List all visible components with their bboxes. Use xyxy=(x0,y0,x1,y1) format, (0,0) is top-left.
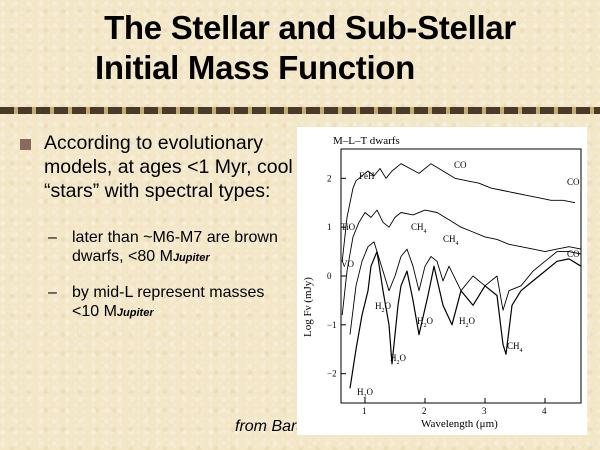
co-label-right-bottom: CO xyxy=(567,249,580,259)
vo-label: VO xyxy=(341,259,354,269)
ch4-text: CH xyxy=(411,222,424,232)
h2o-text: H xyxy=(459,316,466,326)
y-tick-label: −1 xyxy=(327,320,337,330)
spectrum-line-4 xyxy=(349,250,582,389)
h2o-o: O xyxy=(385,301,392,311)
h2o-o: O xyxy=(400,353,407,363)
h2o-o: O xyxy=(469,316,476,326)
title-line-2: Initial Mass Function xyxy=(94,49,416,86)
co-label-right-top: CO xyxy=(567,177,580,187)
ch4-label-2: CH4 xyxy=(443,234,459,247)
ch4-subscript: 4 xyxy=(424,229,427,235)
h2o-label-3: H2O xyxy=(459,316,476,329)
h2o-label-1: H2O xyxy=(375,301,392,314)
h2o-subscript: 2 xyxy=(424,323,427,329)
y-axis-label: Log Fν (mJy) xyxy=(302,277,314,337)
h2o-text: H xyxy=(417,316,424,326)
co-label-top: CO xyxy=(454,160,467,170)
y-tick-label: 2 xyxy=(327,173,332,183)
sub-bullet-1-text: later than ~M6-M7 are brown dwarfs, <80 … xyxy=(72,229,278,265)
h2o-subscript: 2 xyxy=(466,323,469,329)
x-tick-label: 3 xyxy=(482,406,487,416)
title-divider xyxy=(0,107,600,114)
h2o-subscript: 2 xyxy=(382,308,385,314)
spectra-figure: M–L–T dwarfs 2 1 0 −1 −2 1 2 3 4 Log Fν (mJy) W… xyxy=(297,127,587,435)
dash-icon: – xyxy=(48,284,57,301)
spectrum-line-2 xyxy=(341,209,582,316)
bullet-text: According to evolutionary models, at age… xyxy=(44,132,293,202)
feh-label: FeH xyxy=(359,171,375,181)
h2o-o: O xyxy=(367,387,374,397)
title-line-1: The Stellar and Sub-Stellar xyxy=(104,9,516,46)
jupiter-subscript: Jupiter xyxy=(116,307,154,319)
spectra-chart: M–L–T dwarfs 2 1 0 −1 −2 1 2 3 4 Log Fν (mJy) W… xyxy=(302,135,582,430)
figure-title: M–L–T dwarfs xyxy=(333,135,400,147)
ch4-text: CH xyxy=(507,341,520,351)
h2o-label-4: H2O xyxy=(390,353,407,366)
h2o-text: H xyxy=(390,353,397,363)
plot-frame xyxy=(340,148,582,404)
h2o-label-5: H2O xyxy=(357,387,374,400)
h2o-label-2: H2O xyxy=(417,316,434,329)
spectrum-line-3 xyxy=(349,241,582,335)
y-tick-label: 0 xyxy=(327,271,332,281)
x-tick-label: 4 xyxy=(542,406,547,416)
tio-label: TiO xyxy=(341,222,356,232)
ch4-subscript: 4 xyxy=(456,241,459,247)
x-ticks: 1 2 3 4 xyxy=(362,398,547,416)
ch4-text: CH xyxy=(443,234,456,244)
y-ticks: 2 1 0 −1 −2 xyxy=(327,173,346,379)
h2o-subscript: 2 xyxy=(397,360,400,366)
dash-icon: – xyxy=(48,229,57,246)
y-tick-label: 1 xyxy=(327,222,332,232)
h2o-subscript: 2 xyxy=(364,394,367,400)
ch4-label-3: CH4 xyxy=(507,341,523,354)
ch4-subscript: 4 xyxy=(520,348,523,354)
h2o-o: O xyxy=(427,316,434,326)
x-axis-label: Wavelength (μm) xyxy=(421,418,498,430)
x-tick-label: 2 xyxy=(422,406,427,416)
slide-title: The Stellar and Sub-Stellar Initial Mass… xyxy=(0,8,600,88)
jupiter-subscript: Jupiter xyxy=(172,252,210,264)
square-bullet-icon xyxy=(20,139,31,150)
h2o-text: H xyxy=(357,387,364,397)
ch4-label-1: CH4 xyxy=(411,222,427,235)
x-tick-label: 1 xyxy=(362,406,367,416)
sub-bullet-2-text: by mid-L represent masses <10 M xyxy=(72,284,265,320)
spectra-series xyxy=(341,163,582,389)
spectrum-line-1 xyxy=(341,163,576,262)
h2o-text: H xyxy=(375,301,382,311)
y-tick-label: −2 xyxy=(327,369,337,379)
